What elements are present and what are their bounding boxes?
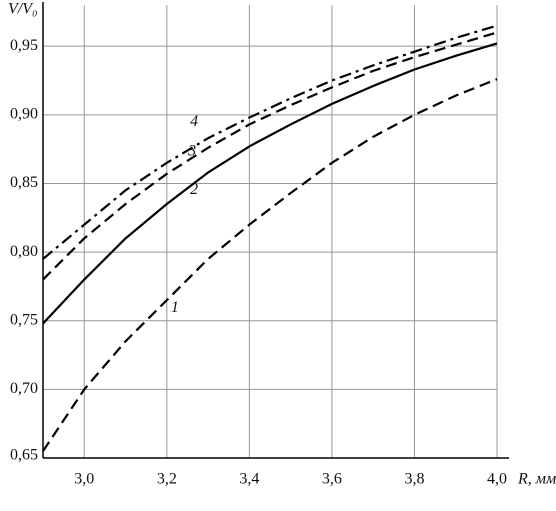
series-label: 1 <box>171 299 179 316</box>
x-tick-label: 3,2 <box>157 471 177 488</box>
y-tick-label: 0,80 <box>10 243 38 260</box>
line-series <box>42 24 498 260</box>
line-series <box>42 31 498 281</box>
line-series <box>42 42 498 325</box>
y-tick-label: 0,70 <box>10 380 38 397</box>
y-tick-label: 0,65 <box>10 447 38 464</box>
y-tick-label: 0,90 <box>10 105 38 122</box>
y-tick-label: 0,75 <box>10 311 38 328</box>
y-axis-label: V/V₀ <box>8 1 38 18</box>
x-axis-label: R, мм <box>517 471 556 488</box>
x-tick-label: 3,0 <box>74 471 94 488</box>
line-series <box>42 78 498 452</box>
series-label: 3 <box>187 142 196 159</box>
x-tick-label: 3,6 <box>322 471 342 488</box>
x-tick-label: 3,8 <box>404 471 424 488</box>
x-tick-label: 3,4 <box>239 471 259 488</box>
series-label: 4 <box>190 113 198 130</box>
x-tick-label: 4,0 <box>487 471 507 488</box>
y-tick-label: 0,85 <box>10 174 38 191</box>
y-tick-label: 0,95 <box>10 37 38 54</box>
series-label: 2 <box>190 181 198 198</box>
